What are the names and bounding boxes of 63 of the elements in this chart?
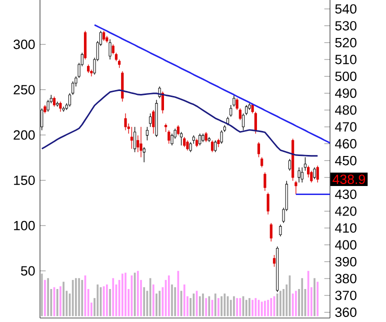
candlestick [161, 91, 164, 114]
y2-tick-label: 520 [335, 38, 356, 48]
y2-tick-label: 430 [335, 190, 356, 200]
candlestick [189, 142, 192, 153]
y-tick-label: 100 [14, 220, 35, 230]
y2-tick-label: 360 [335, 308, 356, 317]
y2-tick-label: 510 [335, 54, 356, 64]
candlestick [124, 113, 127, 131]
candlestick [242, 113, 245, 131]
y2-tick-label: 420 [335, 206, 356, 216]
candlestick [210, 140, 214, 153]
y2-tick-label: 400 [335, 240, 356, 250]
y2-tick-label: 490 [335, 88, 356, 98]
candlestick [264, 172, 266, 192]
candlestick [152, 110, 155, 134]
candlestick [300, 167, 304, 183]
candlestick [204, 132, 208, 142]
candlestick [183, 136, 186, 148]
candlestick [102, 30, 106, 42]
y2-tick-label: 480 [335, 105, 356, 115]
candlestick [279, 224, 282, 237]
candlestick [108, 38, 112, 60]
y-tick-label: 200 [14, 130, 35, 140]
candlestick [198, 133, 202, 146]
y2-tick-label: 530 [335, 21, 356, 30]
candlestick [304, 156, 307, 172]
candlestick [130, 126, 134, 150]
candlestick [146, 126, 148, 141]
candlestick [294, 180, 298, 195]
candlestick [272, 254, 276, 268]
candlestick [266, 192, 270, 215]
y-tick-label: 50 [21, 266, 35, 276]
text: 438.9 [332, 174, 366, 184]
y2-tick-label: 390 [335, 257, 356, 266]
candlestick [316, 165, 319, 183]
candlestick [176, 124, 180, 136]
y2-tick-label: 450 [335, 156, 356, 166]
candlestick [313, 167, 316, 180]
y-tick-label: 300 [14, 40, 35, 50]
y2-tick-label: 370 [335, 290, 356, 300]
y-tick-label: 150 [14, 176, 35, 186]
y2-tick-label: 470 [335, 122, 356, 132]
y2-tick-label: 540 [335, 4, 356, 14]
candlestick [270, 222, 272, 242]
y2-tick-label: 380 [335, 274, 356, 284]
y-tick-label: 250 [14, 84, 35, 94]
y2-tick-label: 500 [335, 72, 356, 82]
y2-tick-label: 410 [335, 223, 356, 233]
candlestick [140, 126, 142, 158]
candlestick [186, 140, 189, 151]
candlestick [134, 126, 136, 153]
candlestick [257, 142, 260, 158]
y2-tick-label: 460 [335, 139, 356, 148]
candlestick [180, 132, 183, 146]
candlestick [59, 101, 62, 112]
candlestick [260, 156, 264, 168]
candlestick [298, 167, 300, 183]
candlestick [288, 158, 292, 172]
candlestick [214, 140, 217, 153]
candlestick [142, 146, 146, 163]
candlestick [245, 104, 248, 116]
candlestick [149, 113, 152, 128]
candlestick [52, 96, 56, 108]
